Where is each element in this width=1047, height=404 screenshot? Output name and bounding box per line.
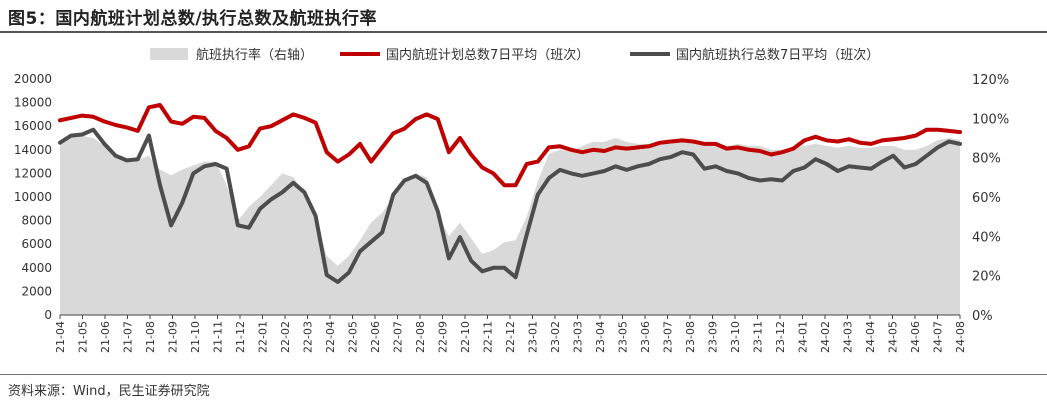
x-tick-label: 24-02 (819, 321, 832, 353)
x-tick-label: 23-02 (549, 321, 562, 353)
x-tick-label: 22-06 (369, 321, 382, 353)
y-left-tick-label: 0 (44, 308, 52, 322)
x-tick-label: 21-08 (144, 321, 157, 353)
x-tick-label: 21-10 (189, 321, 202, 353)
x-tick-label: 23-01 (527, 321, 540, 353)
y-left-tick-label: 16000 (14, 119, 52, 133)
x-tick-label: 24-07 (932, 321, 945, 353)
y-right-tick-label: 80% (972, 152, 1001, 167)
x-tick-label: 22-09 (437, 321, 450, 353)
y-left-tick-label: 12000 (14, 166, 52, 180)
y-right-tick-label: 20% (972, 270, 1001, 285)
x-tick-label: 21-12 (234, 321, 247, 353)
legend: 航班执行率（右轴） 国内航班计划总数7日平均（班次） 国内航班执行总数7日平均（班次… (150, 47, 879, 63)
x-tick-label: 23-08 (684, 321, 697, 353)
figure-title: 图5：国内航班计划总数/执行总数及航班执行率 (8, 9, 378, 29)
x-tick-label: 23-10 (729, 321, 742, 353)
legend-item-execution-rate: 航班执行率（右轴） (150, 47, 313, 63)
title-divider (0, 31, 1047, 33)
x-tick-label: 24-05 (887, 321, 900, 353)
y-right-tick-label: 100% (972, 112, 1009, 127)
x-tick-label: 24-01 (797, 321, 810, 353)
x-tick-label: 23-11 (752, 321, 765, 353)
series-area-execution-rate (60, 136, 960, 315)
legend-label: 航班执行率（右轴） (196, 47, 313, 63)
x-tick-label: 22-08 (414, 321, 427, 353)
x-tick-label: 22-05 (347, 321, 360, 353)
x-tick-label: 22-07 (392, 321, 405, 353)
x-tick-label: 22-03 (302, 321, 315, 353)
y-left-tick-label: 4000 (21, 261, 52, 275)
x-tick-label: 22-04 (324, 321, 337, 353)
y-left-tick-label: 20000 (14, 72, 52, 86)
x-tick-label: 21-11 (212, 321, 225, 353)
x-tick-label: 23-07 (662, 321, 675, 353)
footer-divider (0, 374, 1047, 375)
x-tick-label: 22-10 (459, 321, 472, 353)
x-tick-label: 21-04 (54, 321, 67, 353)
x-tick-label: 23-03 (572, 321, 585, 353)
x-tick-label: 23-06 (639, 321, 652, 353)
x-tick-label: 24-03 (842, 321, 855, 353)
x-tick-label: 24-04 (864, 321, 877, 353)
chart: 航班执行率（右轴） 国内航班计划总数7日平均（班次） 国内航班执行总数7日平均（班次… (14, 47, 1009, 353)
x-tick-label: 22-11 (482, 321, 495, 353)
x-tick-label: 22-12 (504, 321, 517, 353)
x-tick-label: 21-09 (167, 321, 180, 353)
legend-item-planned-flights: 国内航班计划总数7日平均（班次） (340, 47, 589, 63)
plot-area (58, 103, 962, 315)
y-left-tick-label: 6000 (21, 237, 52, 251)
y-left-tick-label: 8000 (21, 214, 52, 228)
y-left-tick-label: 2000 (21, 284, 52, 298)
x-tick-label: 24-06 (909, 321, 922, 353)
source-note: 资料来源：Wind，民生证券研究院 (8, 384, 210, 399)
series-line-executed-flights (58, 127, 962, 284)
legend-label: 国内航班执行总数7日平均（班次） (676, 47, 879, 63)
x-tick-label: 21-05 (77, 321, 90, 353)
series-line-planned-flights (58, 103, 962, 188)
x-tick-label: 23-09 (707, 321, 720, 353)
x-tick-label: 23-05 (617, 321, 630, 353)
x-tick-label: 21-07 (122, 321, 135, 353)
y-right-tick-label: 40% (972, 230, 1001, 245)
y-left-tick-label: 14000 (14, 143, 52, 157)
legend-label: 国内航班计划总数7日平均（班次） (386, 47, 589, 63)
x-tick-label: 23-04 (594, 321, 607, 353)
x-tick-label: 23-12 (774, 321, 787, 353)
x-tick-label: 24-08 (954, 321, 967, 353)
legend-item-executed-flights: 国内航班执行总数7日平均（班次） (630, 47, 879, 63)
y-right-tick-label: 120% (972, 73, 1009, 88)
x-tick-label: 21-06 (99, 321, 112, 353)
y-left-tick-label: 18000 (14, 96, 52, 110)
x-tick-label: 22-02 (279, 321, 292, 353)
y-left-tick-label: 10000 (14, 190, 52, 204)
legend-swatch (150, 48, 188, 60)
axes: 0 2000 4000 6000 8000 10000 12000 14000 16000 180… (14, 72, 1009, 353)
y-right-tick-label: 60% (972, 191, 1001, 206)
y-right-tick-label: 0% (972, 309, 993, 324)
x-tick-label: 22-01 (257, 321, 270, 353)
